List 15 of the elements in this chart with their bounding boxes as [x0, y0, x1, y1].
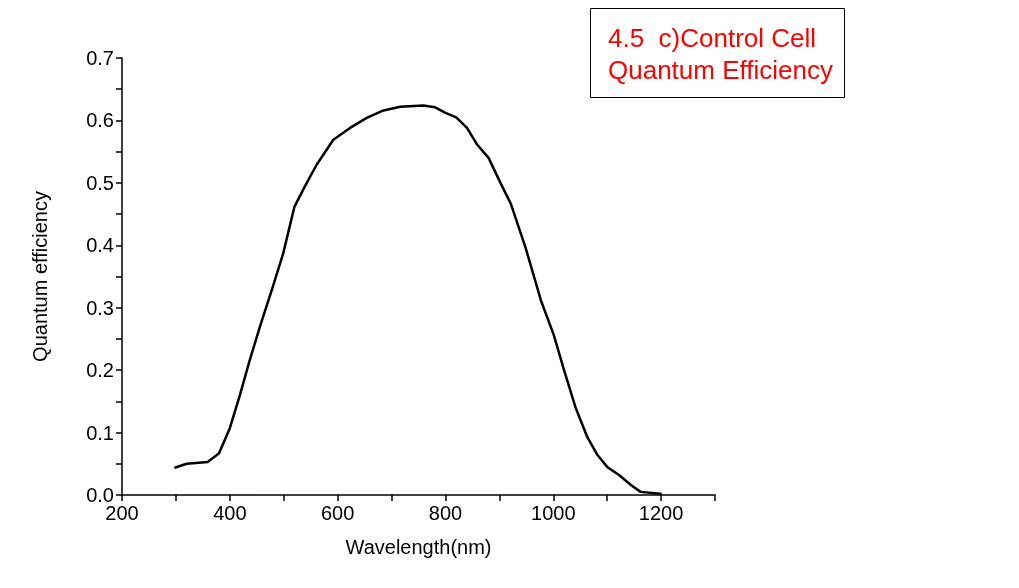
y-tick-label: 0.2	[86, 359, 114, 382]
y-tick-label: 0.1	[86, 421, 114, 444]
x-tick-label: 1200	[638, 502, 684, 524]
x-tick-label: 400	[213, 502, 247, 524]
x-tick-label: 600	[320, 502, 355, 524]
x-tick-label: 1000	[531, 502, 576, 524]
x-tick-label: 800	[428, 502, 463, 524]
y-tick-label: 0.5	[86, 171, 114, 194]
y-tick-label: 0.7	[86, 47, 114, 69]
y-tick-label: 0.4	[86, 234, 114, 257]
chart-title: 4.5 c)Control Cell Quantum Efficiency	[608, 23, 833, 85]
y-axis-title: Quantum efficiency	[29, 191, 51, 362]
y-tick-label: 0.3	[86, 296, 114, 319]
y-tick-label: 0.6	[86, 109, 114, 132]
x-axis-title: Wavelength(nm)	[345, 536, 492, 558]
